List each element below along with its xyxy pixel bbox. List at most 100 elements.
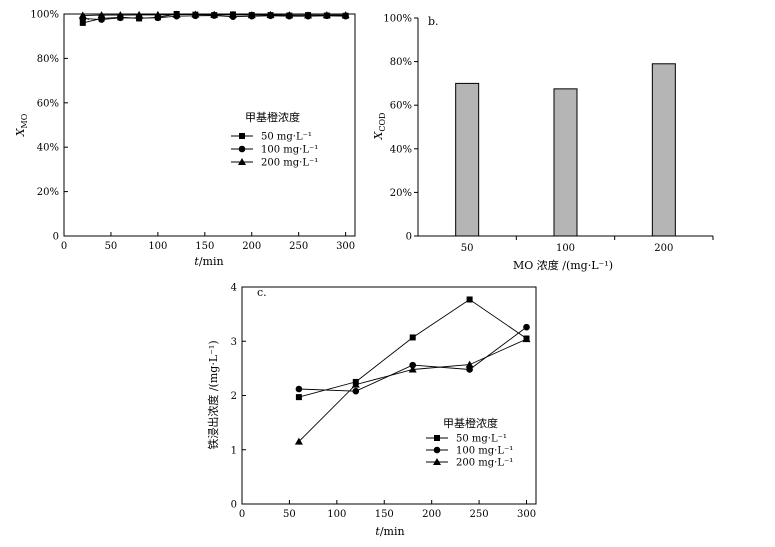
series-3-point bbox=[285, 11, 294, 19]
panel-c-label: c. bbox=[257, 286, 267, 299]
x-category-label: 50 bbox=[461, 243, 474, 254]
x-category-label: 100 bbox=[556, 243, 575, 254]
x-tick-label: 250 bbox=[289, 241, 308, 252]
y-tick-label: 40% bbox=[390, 144, 412, 155]
series-2-point bbox=[409, 361, 417, 369]
panel-c-x-axis-label: t/min bbox=[375, 525, 404, 538]
series-3-point bbox=[78, 11, 87, 19]
y-tick-label: 4 bbox=[231, 283, 237, 294]
panel-c-chart: c. 0 50 100 150 200 250 300 0 1 2 3 4 t/min 铁浸出浓度 … bbox=[206, 283, 537, 538]
bar bbox=[553, 88, 578, 237]
series-3-point bbox=[351, 380, 360, 388]
series-3-point bbox=[304, 11, 313, 19]
legend-entry-label: 100 mg·L⁻¹ bbox=[456, 446, 513, 457]
x-category-label: 200 bbox=[654, 243, 673, 254]
x-tick-label: 50 bbox=[105, 241, 118, 252]
x-tick-label: 250 bbox=[470, 509, 489, 520]
y-tick-label: 100% bbox=[383, 14, 412, 25]
legend-entry-label: 50 mg·L⁻¹ bbox=[261, 132, 312, 143]
legend-marker bbox=[238, 158, 246, 165]
y-tick-label: 0 bbox=[231, 500, 237, 511]
y-tick-label: 60% bbox=[390, 101, 412, 112]
series-3-point bbox=[153, 10, 162, 18]
series-1-point bbox=[466, 296, 473, 303]
panel-b-label: b. bbox=[428, 15, 439, 28]
series-1-point bbox=[79, 19, 86, 26]
series-3-point bbox=[135, 10, 144, 18]
legend-entry-label: 200 mg·L⁻¹ bbox=[456, 458, 513, 469]
legend-marker bbox=[238, 145, 246, 153]
series-2-point bbox=[523, 323, 530, 331]
panel-c-y-axis-label: 铁浸出浓度 /(mg·L⁻¹) bbox=[206, 340, 220, 449]
x-tick-label: 100 bbox=[148, 241, 167, 252]
panel-c-legend-title: 甲基橙浓度 bbox=[443, 416, 498, 430]
x-tick-label: 150 bbox=[195, 241, 214, 252]
panel-b-chart: b. 0 20% 40% 60% 80% 100% 50 100 200 MO 浓度 /(mg… bbox=[372, 14, 714, 272]
legend-marker bbox=[433, 458, 441, 465]
x-tick-label: 150 bbox=[375, 509, 394, 520]
series-3-point bbox=[172, 10, 181, 18]
legend-marker bbox=[433, 446, 441, 454]
series-3-point bbox=[341, 11, 350, 19]
x-tick-label: 300 bbox=[517, 509, 536, 520]
panel-c-x-ticks: 0 50 100 150 200 250 300 bbox=[239, 500, 536, 520]
legend-entry-label: 200 mg·L⁻¹ bbox=[261, 158, 318, 169]
panel-c-y-ticks: 0 1 2 3 4 bbox=[231, 283, 246, 511]
x-tick-label: 200 bbox=[422, 509, 441, 520]
series-3-point bbox=[97, 11, 106, 19]
y-tick-label: 3 bbox=[231, 337, 237, 348]
x-tick-label: 50 bbox=[283, 509, 296, 520]
y-tick-label: 0 bbox=[53, 232, 59, 243]
series-line-1 bbox=[298, 298, 527, 398]
panel-b-x-axis-label: MO 浓度 /(mg·L⁻¹) bbox=[513, 258, 613, 272]
y-tick-label: 0 bbox=[406, 232, 412, 243]
panel-a-series-markers bbox=[78, 10, 350, 26]
panel-b-y-ticks: 0 20% 40% 60% 80% 100% bbox=[383, 14, 418, 243]
series-3-point bbox=[522, 335, 531, 343]
panel-a-x-axis-label: t/min bbox=[194, 255, 223, 268]
legend-marker bbox=[239, 133, 245, 139]
series-3-point bbox=[247, 11, 256, 19]
panel-b-y-axis-label: XCOD bbox=[372, 113, 387, 141]
series-2-point bbox=[466, 366, 473, 373]
panel-a-legend-title: 甲基橙浓度 bbox=[245, 110, 300, 124]
series-3-point bbox=[465, 360, 474, 368]
y-tick-label: 20% bbox=[37, 187, 59, 198]
panel-a-y-axis-label: XMO bbox=[14, 113, 29, 137]
series-3-point bbox=[228, 10, 237, 18]
series-3-point bbox=[294, 437, 303, 445]
x-tick-label: 300 bbox=[336, 241, 355, 252]
panel-c-series-markers bbox=[294, 296, 531, 445]
y-tick-label: 40% bbox=[37, 143, 59, 154]
panel-a-legend-items: 50 mg·L⁻¹ 100 mg·L⁻¹ 200 mg·L⁻¹ bbox=[231, 132, 318, 169]
panel-a-legend: 甲基橙浓度 50 mg·L⁻¹ 100 mg·L⁻¹ 200 mg·L⁻¹ bbox=[231, 110, 318, 169]
series-1-point bbox=[409, 334, 416, 341]
x-tick-label: 100 bbox=[327, 509, 346, 520]
series-3-point bbox=[266, 10, 275, 18]
legend-entry-label: 50 mg·L⁻¹ bbox=[456, 434, 507, 445]
bar bbox=[651, 63, 676, 237]
series-3-point bbox=[408, 365, 417, 373]
x-tick-label: 200 bbox=[242, 241, 261, 252]
panel-b-bars bbox=[455, 63, 676, 237]
legend-marker bbox=[434, 435, 440, 441]
series-2-point bbox=[352, 387, 360, 395]
legend-entry-label: 100 mg·L⁻¹ bbox=[261, 145, 318, 156]
y-tick-label: 100% bbox=[30, 10, 59, 21]
x-tick-label: 0 bbox=[61, 241, 67, 252]
y-tick-label: 80% bbox=[37, 54, 59, 65]
x-tick-label: 0 bbox=[239, 509, 245, 520]
bar bbox=[455, 82, 480, 237]
series-3-point bbox=[191, 10, 200, 18]
y-tick-label: 1 bbox=[231, 445, 237, 456]
series-2-point bbox=[295, 385, 303, 393]
series-3-point bbox=[322, 11, 331, 19]
y-tick-label: 2 bbox=[231, 391, 237, 402]
series-1-point bbox=[295, 394, 302, 401]
panel-a-y-ticks: 0 20% 40% 60% 80% 100% bbox=[30, 10, 68, 243]
panel-a-plot-frame bbox=[63, 13, 356, 237]
panel-c-plot-frame bbox=[241, 286, 537, 505]
panel-a-x-ticks: 0 50 100 150 200 250 300 bbox=[61, 232, 355, 252]
